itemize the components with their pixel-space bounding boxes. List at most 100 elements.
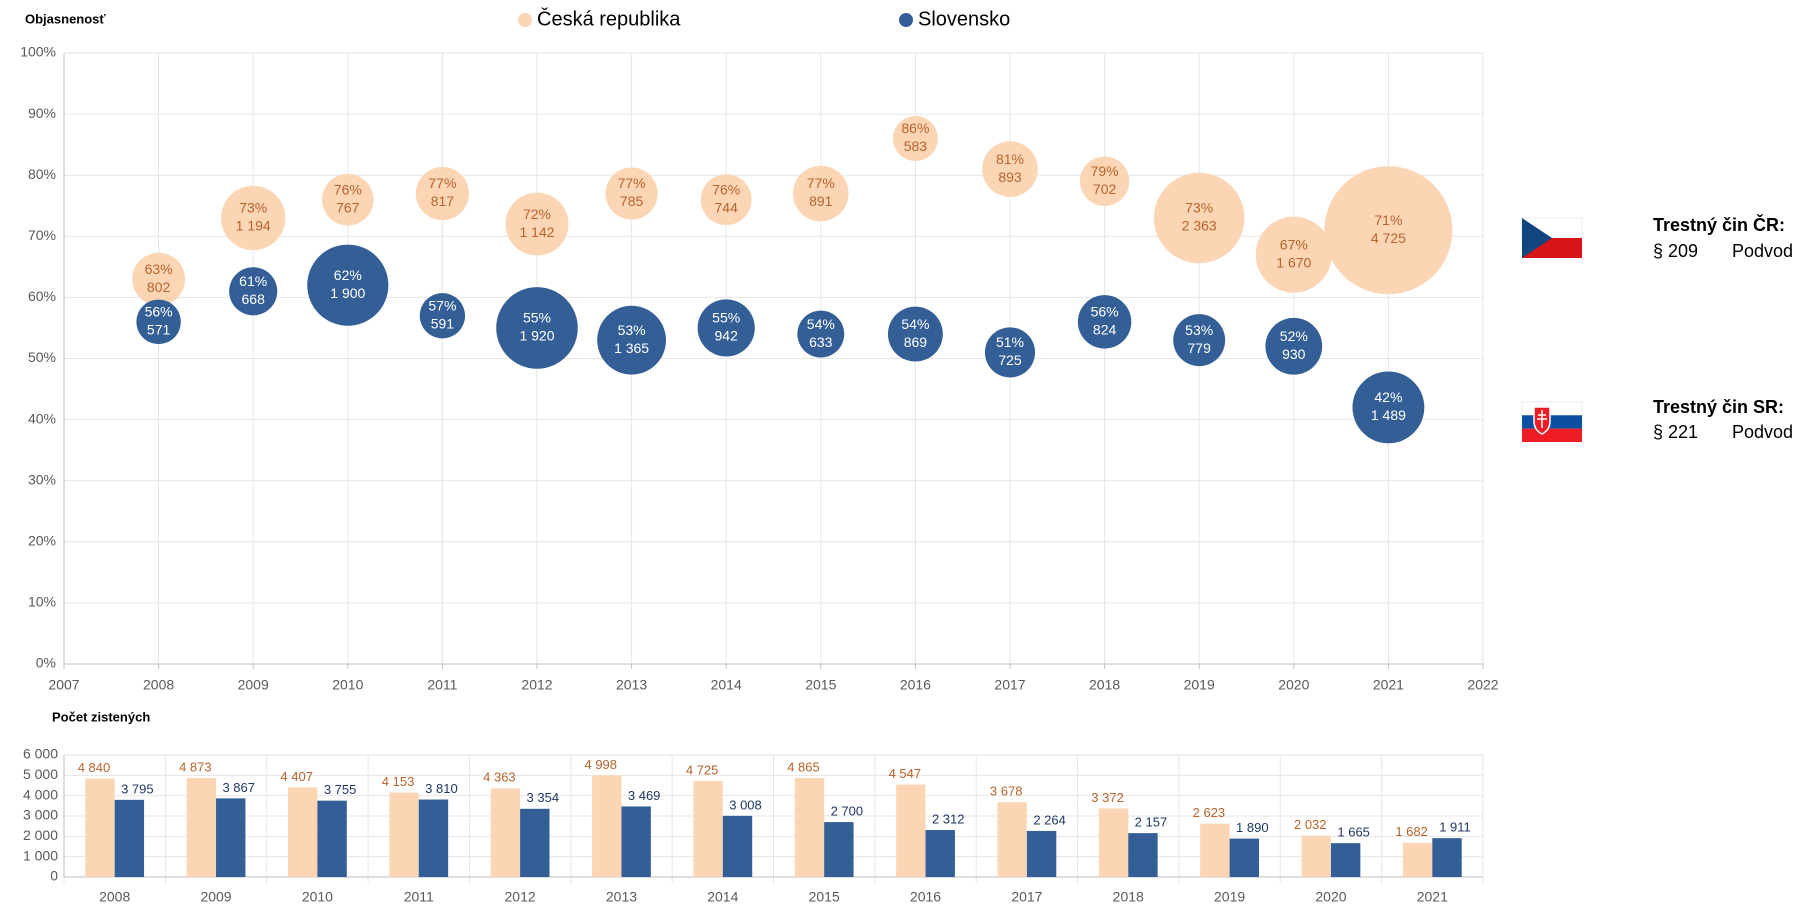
- x-tick-label: 2016: [900, 677, 931, 693]
- y-tick-label: 50%: [28, 349, 56, 365]
- data-label: 77%: [807, 175, 835, 191]
- data-label: 76%: [334, 181, 362, 197]
- x-tick-label: 2012: [521, 677, 552, 693]
- data-label: 42%: [1374, 389, 1402, 405]
- bubble: [887, 306, 943, 362]
- panel-title: Trestný čin SR:: [1653, 397, 1784, 417]
- bar: [1128, 833, 1158, 877]
- x-tick-label: 2008: [143, 677, 174, 693]
- data-label: 1 194: [236, 218, 271, 234]
- panel-offence: Podvod: [1732, 422, 1793, 442]
- y-tick-label: 4 000: [23, 786, 58, 802]
- panel-offence: Podvod: [1732, 241, 1793, 261]
- data-label: 785: [620, 193, 644, 209]
- data-label: 583: [904, 138, 928, 154]
- data-label: 4 547: [889, 766, 922, 781]
- x-tick-label: 2017: [994, 677, 1025, 693]
- bubble: [132, 252, 185, 306]
- bubble: [322, 173, 374, 226]
- data-label: 76%: [712, 181, 740, 197]
- y-tick-label: 40%: [28, 410, 56, 426]
- x-tick-label: 2012: [505, 889, 536, 905]
- data-label: 869: [904, 334, 928, 350]
- data-label: 725: [998, 352, 1022, 368]
- data-label: 51%: [996, 334, 1024, 350]
- data-label: 54%: [807, 316, 835, 332]
- data-label: 56%: [1091, 304, 1119, 320]
- bubble: [229, 267, 278, 316]
- data-label: 4 725: [1371, 230, 1406, 246]
- data-label: 3 354: [527, 790, 560, 805]
- bar: [418, 799, 449, 877]
- x-tick-label: 2011: [404, 889, 434, 905]
- x-tick-label: 2013: [606, 889, 637, 905]
- x-tick-label: 2010: [332, 677, 363, 693]
- data-label: 1 890: [1236, 820, 1269, 835]
- data-label: 53%: [618, 322, 646, 338]
- x-tick-label: 2013: [616, 677, 647, 693]
- bar: [592, 775, 622, 877]
- data-label: 63%: [145, 261, 173, 277]
- bubble: [505, 192, 569, 256]
- data-label: 77%: [428, 175, 456, 191]
- bubble: [221, 185, 286, 251]
- data-label: 633: [809, 334, 833, 350]
- data-label: 802: [147, 279, 171, 295]
- data-label: 55%: [712, 310, 740, 326]
- bar: [693, 780, 723, 877]
- data-label: 4 998: [584, 757, 617, 772]
- bar: [216, 798, 246, 877]
- data-label: 4 725: [686, 762, 719, 777]
- bar: [925, 829, 955, 877]
- data-label: 1 489: [1371, 407, 1406, 423]
- bar: [85, 778, 115, 877]
- data-label: 55%: [523, 310, 551, 326]
- data-label: 744: [715, 199, 739, 215]
- data-label: 779: [1188, 340, 1212, 356]
- data-label: 1 670: [1276, 254, 1311, 270]
- x-tick-label: 2008: [99, 889, 130, 905]
- data-label: 891: [809, 193, 833, 209]
- bubble: [307, 244, 389, 326]
- legend-swatch: [899, 13, 913, 27]
- y-tick-label: 1 000: [23, 847, 58, 863]
- data-label: 767: [336, 199, 360, 215]
- bar: [997, 802, 1027, 877]
- data-label: 4 840: [78, 760, 111, 775]
- data-label: 77%: [618, 175, 646, 191]
- x-tick-label: 2021: [1373, 677, 1404, 693]
- x-tick-label: 2010: [302, 889, 333, 905]
- data-label: 2 312: [932, 811, 965, 826]
- x-tick-label: 2020: [1278, 677, 1309, 693]
- data-label: 52%: [1280, 328, 1308, 344]
- x-tick-label: 2011: [427, 677, 457, 693]
- bar: [1432, 838, 1462, 877]
- bar: [287, 787, 318, 877]
- y-tick-label: 5 000: [23, 766, 58, 782]
- data-label: 3 678: [990, 784, 1023, 799]
- data-label: 942: [715, 328, 739, 344]
- data-label: 56%: [145, 304, 173, 320]
- data-label: 930: [1282, 346, 1306, 362]
- bar: [1402, 842, 1433, 877]
- bubble: [415, 166, 470, 221]
- panel-section: § 221: [1653, 422, 1698, 442]
- x-tick-label: 2017: [1011, 889, 1042, 905]
- bar: [722, 815, 753, 877]
- bar: [896, 784, 926, 877]
- bar: [317, 800, 347, 877]
- data-label: 4 865: [787, 760, 820, 775]
- data-label: 61%: [239, 273, 267, 289]
- data-label: 71%: [1374, 212, 1402, 228]
- x-tick-label: 2014: [711, 677, 742, 693]
- bar: [490, 788, 521, 877]
- data-label: 4 873: [179, 759, 212, 774]
- y-tick-label: 100%: [20, 44, 56, 60]
- y-tick-label: 0%: [36, 655, 56, 671]
- data-label: 3 008: [729, 797, 762, 812]
- bar: [520, 808, 550, 877]
- data-label: 4 407: [280, 769, 313, 784]
- bar: [794, 778, 825, 877]
- data-label: 4 153: [382, 774, 415, 789]
